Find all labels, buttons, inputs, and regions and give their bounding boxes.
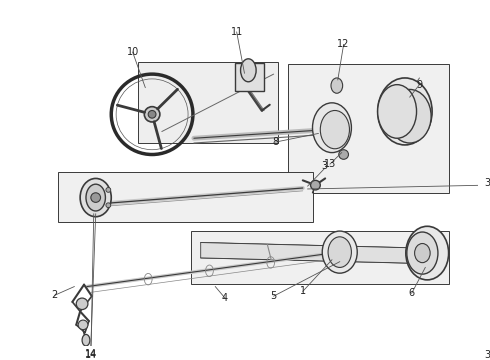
- Ellipse shape: [320, 111, 349, 149]
- Text: 12: 12: [338, 40, 350, 49]
- Text: 1: 1: [300, 286, 306, 296]
- Ellipse shape: [378, 85, 416, 138]
- Ellipse shape: [86, 184, 105, 211]
- Ellipse shape: [328, 237, 351, 267]
- Circle shape: [148, 111, 156, 118]
- Circle shape: [106, 203, 111, 208]
- Ellipse shape: [76, 298, 88, 310]
- Ellipse shape: [78, 320, 88, 330]
- Ellipse shape: [313, 103, 351, 153]
- Text: 14: 14: [85, 348, 97, 359]
- Ellipse shape: [241, 59, 256, 82]
- Text: 9: 9: [416, 80, 422, 90]
- Polygon shape: [191, 231, 449, 284]
- Text: 8: 8: [272, 137, 279, 147]
- Ellipse shape: [415, 243, 430, 263]
- Ellipse shape: [331, 78, 343, 93]
- Text: 2: 2: [52, 290, 58, 300]
- Ellipse shape: [80, 179, 111, 217]
- Text: 11: 11: [231, 27, 243, 37]
- Ellipse shape: [406, 226, 449, 280]
- Text: 5: 5: [270, 291, 277, 301]
- Ellipse shape: [339, 150, 348, 159]
- Text: 3: 3: [485, 178, 490, 188]
- Ellipse shape: [322, 231, 357, 273]
- Text: 13: 13: [324, 159, 336, 169]
- Circle shape: [106, 188, 111, 192]
- Text: 6: 6: [409, 288, 415, 298]
- Polygon shape: [201, 243, 429, 264]
- Text: 10: 10: [126, 47, 139, 57]
- Polygon shape: [58, 172, 313, 221]
- Ellipse shape: [389, 89, 431, 143]
- Ellipse shape: [378, 78, 432, 145]
- Ellipse shape: [407, 232, 438, 274]
- Ellipse shape: [82, 334, 90, 346]
- Text: 14: 14: [85, 351, 97, 360]
- Text: 3: 3: [321, 161, 327, 171]
- Text: 3: 3: [485, 351, 490, 360]
- Ellipse shape: [91, 193, 100, 202]
- Polygon shape: [288, 64, 449, 193]
- Ellipse shape: [311, 180, 320, 190]
- Polygon shape: [138, 62, 278, 143]
- Text: 4: 4: [222, 293, 228, 303]
- Polygon shape: [235, 63, 264, 91]
- Circle shape: [145, 107, 160, 122]
